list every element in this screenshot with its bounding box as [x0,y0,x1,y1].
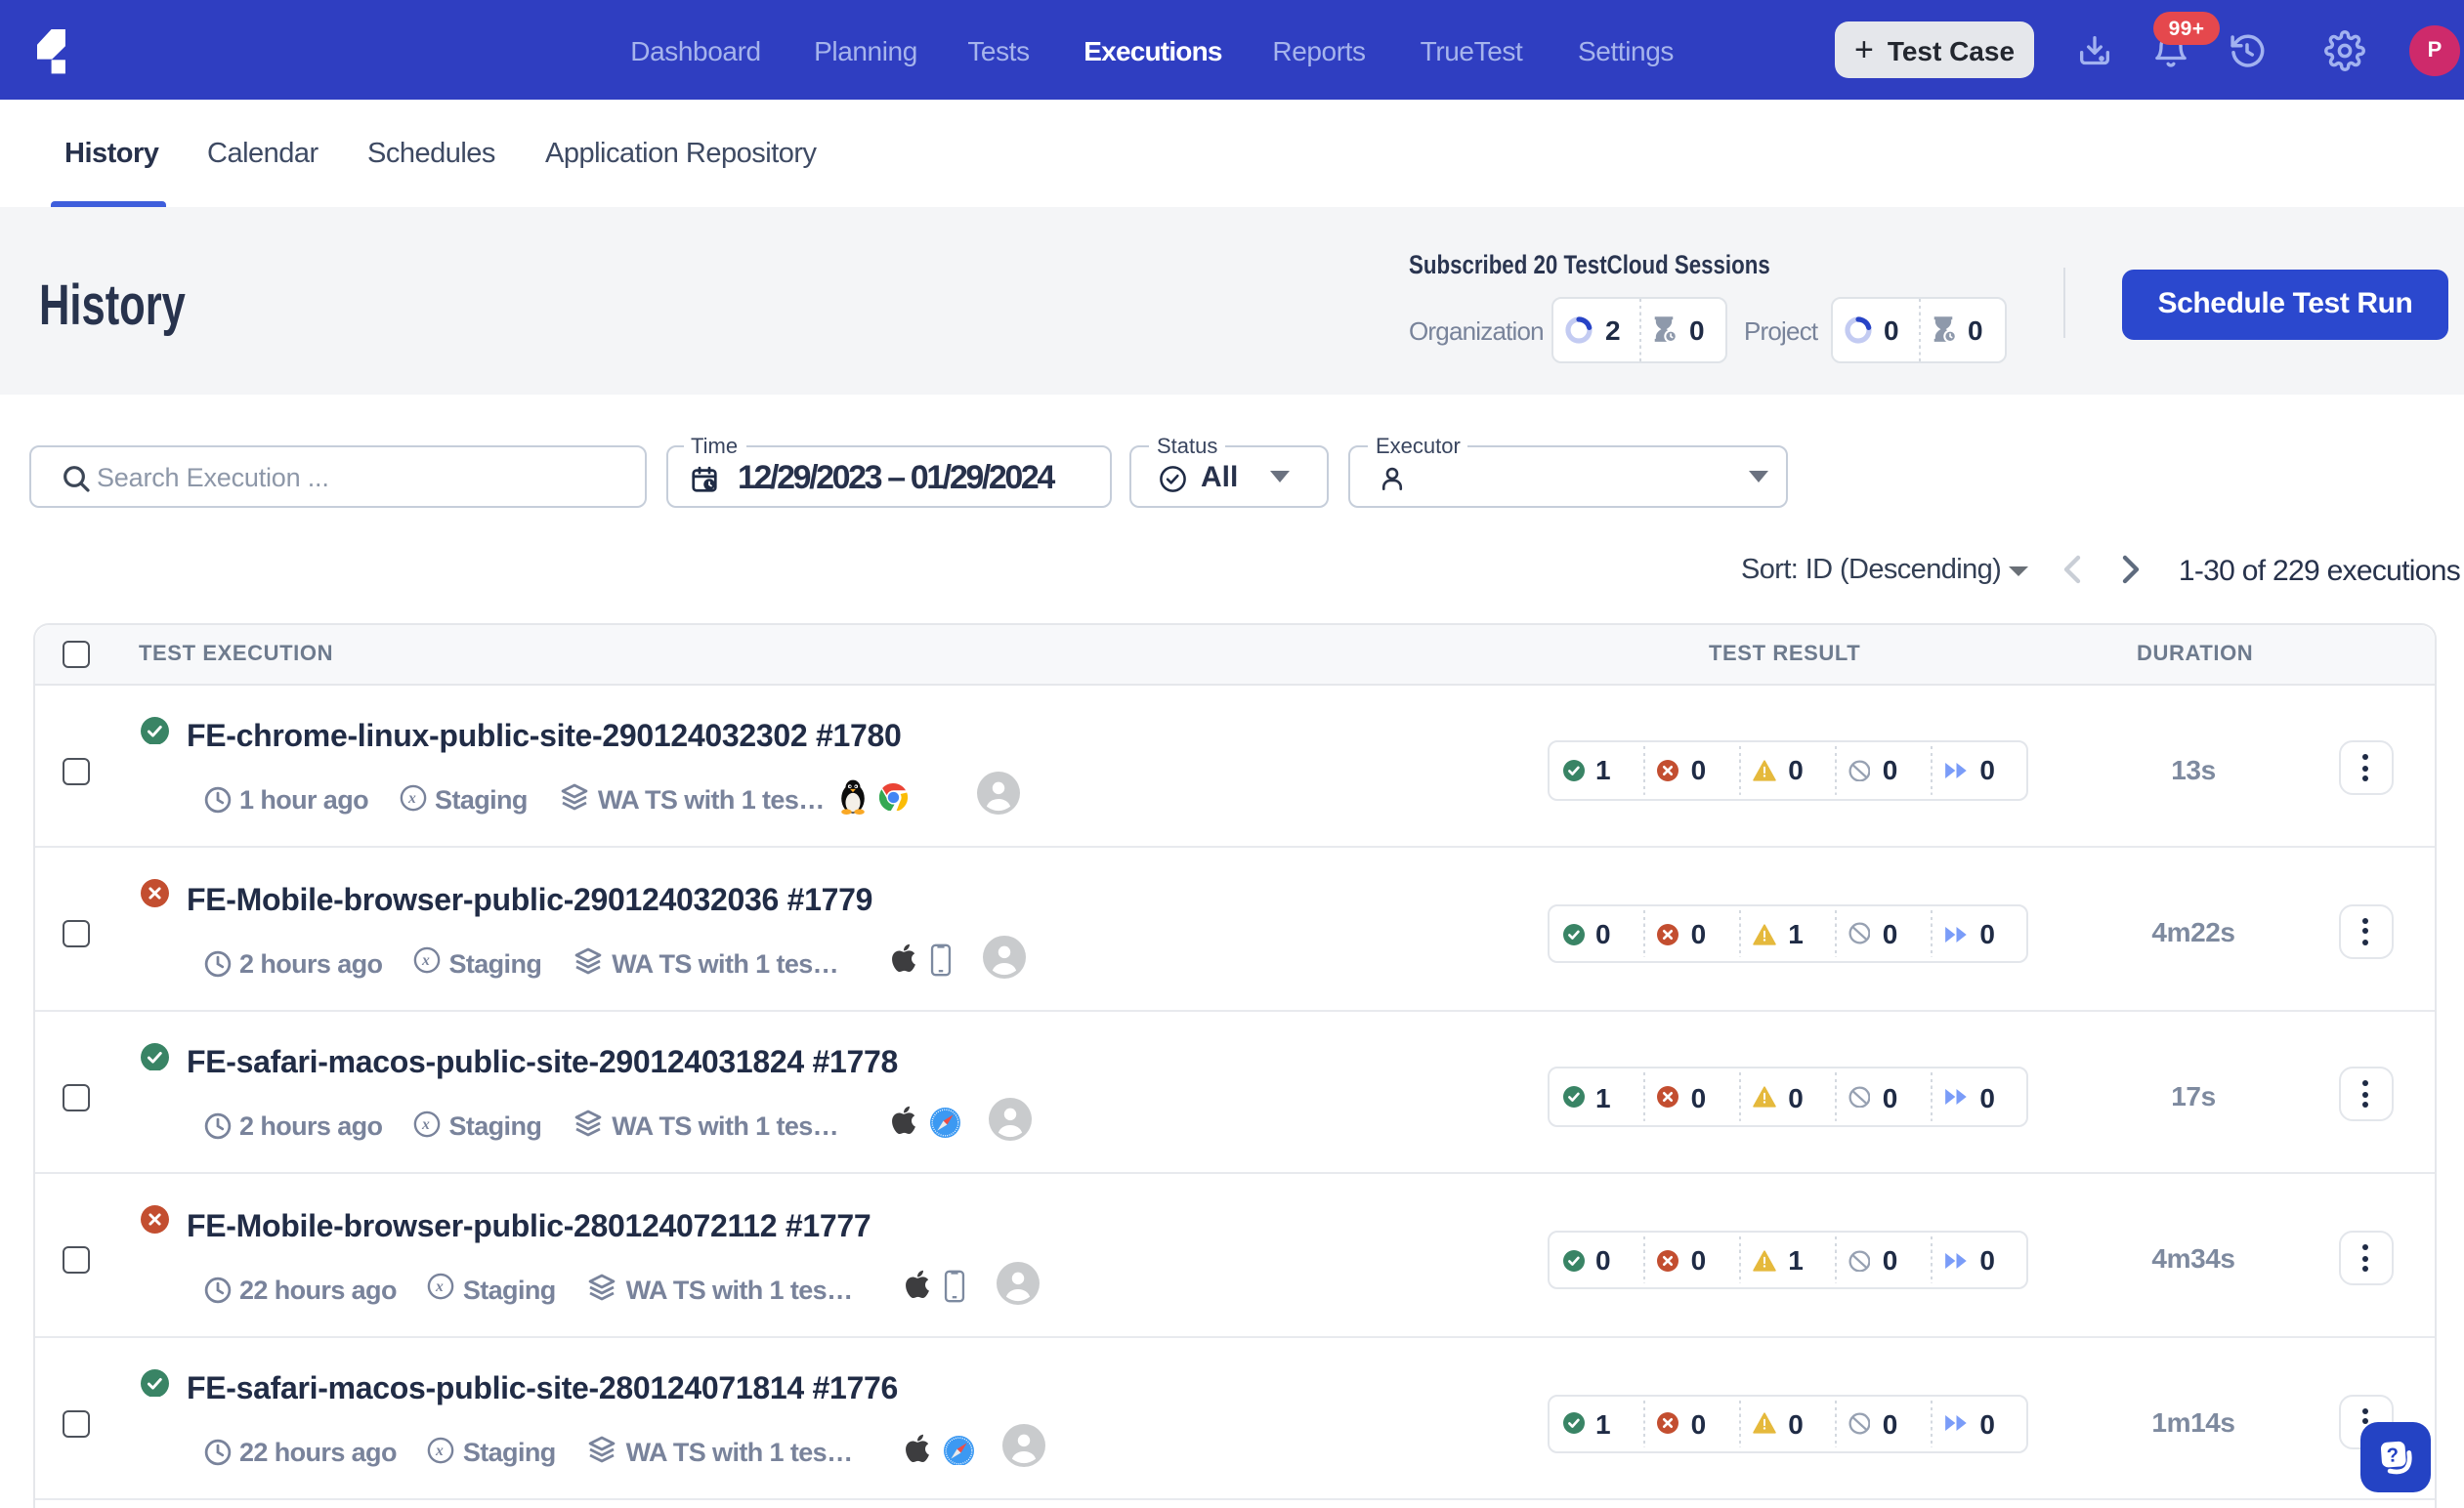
svg-text:x: x [406,789,415,806]
svg-text:?: ? [2385,1445,2399,1467]
svg-text:x: x [420,1115,429,1132]
svg-text:x: x [435,1279,444,1296]
svg-text:x: x [420,952,429,969]
svg-text:x: x [435,1443,444,1459]
